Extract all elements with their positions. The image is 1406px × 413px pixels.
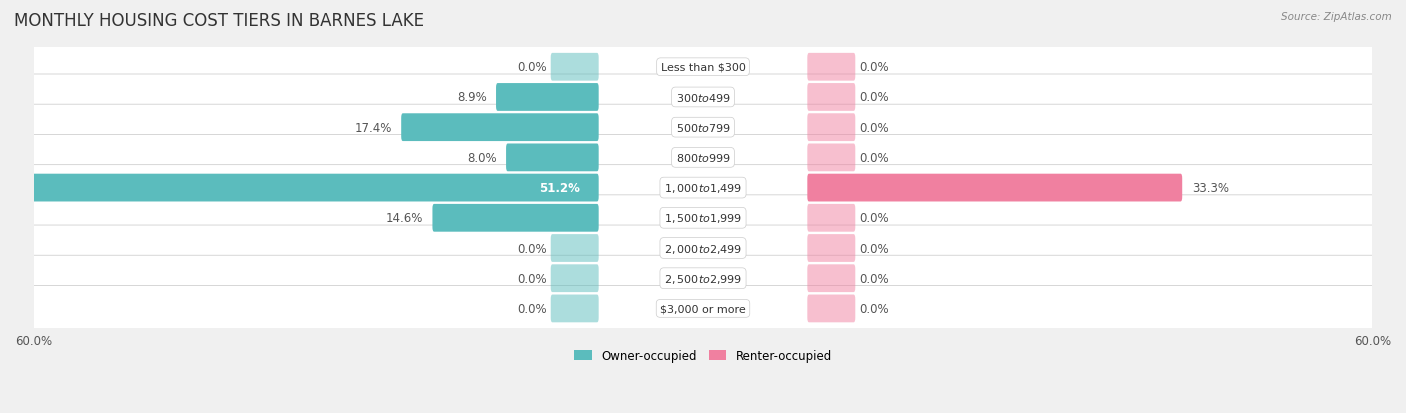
Legend: Owner-occupied, Renter-occupied: Owner-occupied, Renter-occupied: [569, 345, 837, 367]
FancyBboxPatch shape: [551, 235, 599, 262]
Text: $1,000 to $1,499: $1,000 to $1,499: [664, 182, 742, 195]
Text: Less than $300: Less than $300: [661, 63, 745, 73]
FancyBboxPatch shape: [551, 295, 599, 323]
Text: 0.0%: 0.0%: [859, 121, 889, 134]
FancyBboxPatch shape: [496, 84, 599, 112]
FancyBboxPatch shape: [30, 195, 1376, 241]
FancyBboxPatch shape: [30, 45, 1376, 90]
Text: 51.2%: 51.2%: [540, 182, 581, 195]
FancyBboxPatch shape: [30, 165, 1376, 211]
FancyBboxPatch shape: [807, 204, 855, 232]
FancyBboxPatch shape: [807, 54, 855, 81]
FancyBboxPatch shape: [30, 256, 1376, 301]
FancyBboxPatch shape: [506, 144, 599, 172]
FancyBboxPatch shape: [30, 225, 1376, 271]
Text: 0.0%: 0.0%: [859, 242, 889, 255]
Text: 0.0%: 0.0%: [859, 91, 889, 104]
Text: 0.0%: 0.0%: [517, 61, 547, 74]
FancyBboxPatch shape: [807, 144, 855, 172]
FancyBboxPatch shape: [807, 235, 855, 262]
FancyBboxPatch shape: [30, 286, 1376, 332]
Text: 0.0%: 0.0%: [859, 302, 889, 315]
FancyBboxPatch shape: [24, 174, 599, 202]
Text: $2,000 to $2,499: $2,000 to $2,499: [664, 242, 742, 255]
Text: 8.9%: 8.9%: [457, 91, 486, 104]
Text: $1,500 to $1,999: $1,500 to $1,999: [664, 212, 742, 225]
Text: 0.0%: 0.0%: [859, 61, 889, 74]
FancyBboxPatch shape: [807, 295, 855, 323]
Text: Source: ZipAtlas.com: Source: ZipAtlas.com: [1281, 12, 1392, 22]
Text: $800 to $999: $800 to $999: [675, 152, 731, 164]
Text: 0.0%: 0.0%: [517, 272, 547, 285]
Text: 0.0%: 0.0%: [517, 302, 547, 315]
Text: 0.0%: 0.0%: [859, 272, 889, 285]
Text: 0.0%: 0.0%: [517, 242, 547, 255]
Text: 0.0%: 0.0%: [859, 212, 889, 225]
Text: MONTHLY HOUSING COST TIERS IN BARNES LAKE: MONTHLY HOUSING COST TIERS IN BARNES LAK…: [14, 12, 425, 30]
FancyBboxPatch shape: [551, 265, 599, 292]
Text: $3,000 or more: $3,000 or more: [661, 304, 745, 313]
FancyBboxPatch shape: [401, 114, 599, 142]
FancyBboxPatch shape: [807, 114, 855, 142]
Text: $300 to $499: $300 to $499: [675, 92, 731, 104]
FancyBboxPatch shape: [30, 75, 1376, 121]
Text: 8.0%: 8.0%: [467, 152, 496, 164]
Text: 17.4%: 17.4%: [354, 121, 392, 134]
FancyBboxPatch shape: [807, 265, 855, 292]
FancyBboxPatch shape: [433, 204, 599, 232]
Text: 33.3%: 33.3%: [1192, 182, 1229, 195]
Text: 14.6%: 14.6%: [385, 212, 423, 225]
FancyBboxPatch shape: [807, 174, 1182, 202]
FancyBboxPatch shape: [30, 105, 1376, 151]
FancyBboxPatch shape: [807, 84, 855, 112]
FancyBboxPatch shape: [30, 135, 1376, 181]
FancyBboxPatch shape: [551, 54, 599, 81]
Text: $500 to $799: $500 to $799: [675, 122, 731, 134]
Text: $2,500 to $2,999: $2,500 to $2,999: [664, 272, 742, 285]
Text: 0.0%: 0.0%: [859, 152, 889, 164]
